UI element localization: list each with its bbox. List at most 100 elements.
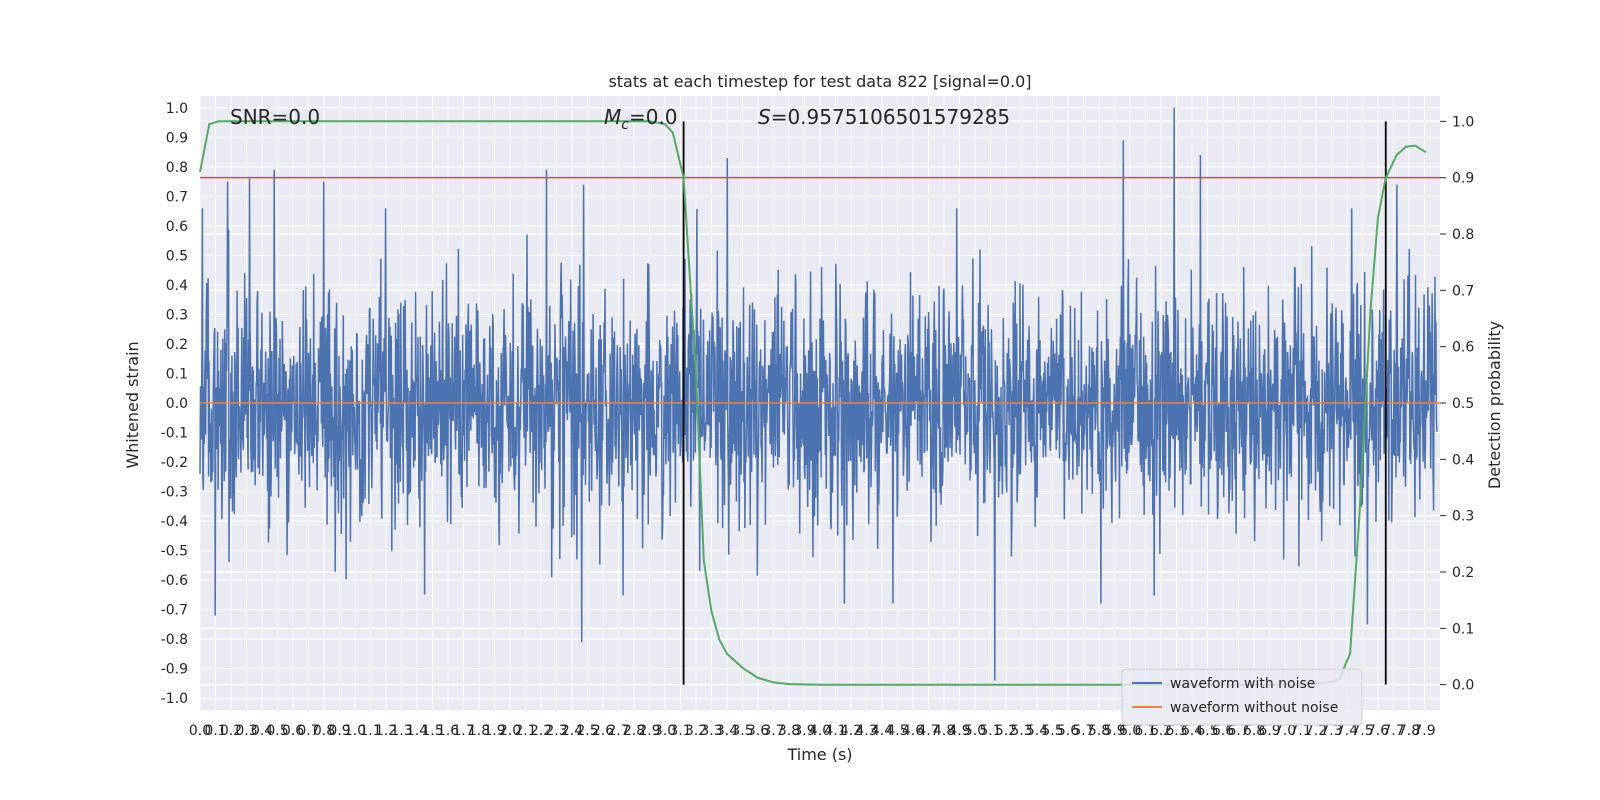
x-tick-label: 5.7 <box>1072 723 1094 739</box>
y2-tick-label: 0.0 <box>1452 678 1474 694</box>
y-tick-label: 0.4 <box>166 278 188 294</box>
y2-tick-label: 0.1 <box>1452 621 1474 637</box>
x-tick-label: 4.2 <box>840 723 862 739</box>
y-tick-label: 0.2 <box>166 337 188 353</box>
y-tick-label: -0.9 <box>161 662 188 678</box>
x-tick-label: 7.4 <box>1336 723 1358 739</box>
y-tick-label: 0.5 <box>166 248 188 264</box>
y-tick-label: -0.7 <box>161 603 188 619</box>
x-tick-label: 0.8 <box>313 723 335 739</box>
x-tick-label: 5.9 <box>1103 723 1125 739</box>
x-tick-label: 0.7 <box>297 723 319 739</box>
chart-title: stats at each timestep for test data 822… <box>608 72 1031 91</box>
x-tick-label: 2.2 <box>530 723 552 739</box>
score-symbol: S <box>758 105 771 129</box>
x-tick-label: 1.5 <box>421 723 443 739</box>
y2-axis-label: Detection probability <box>1485 321 1504 489</box>
x-tick-label: 2.8 <box>623 723 645 739</box>
x-tick-label: 3.5 <box>731 723 753 739</box>
x-tick-label: 3.4 <box>716 723 738 739</box>
x-tick-label: 7.2 <box>1305 723 1327 739</box>
x-tick-label: 0.1 <box>204 723 226 739</box>
legend-label-noise: waveform with noise <box>1170 676 1315 692</box>
x-tick-label: 6.6 <box>1212 723 1234 739</box>
x-tick-label: 2.9 <box>638 723 660 739</box>
x-tick-label: 1.2 <box>375 723 397 739</box>
x-tick-label: 7.8 <box>1398 723 1420 739</box>
y2-tick-label: 0.3 <box>1452 509 1474 525</box>
y-axis-label: Whitened strain <box>123 341 142 468</box>
x-tick-label: 5.3 <box>1010 723 1032 739</box>
x-tick-labels: 0.00.10.20.30.40.50.60.70.80.91.01.11.21… <box>189 723 1436 739</box>
x-tick-label: 1.9 <box>483 723 505 739</box>
y-tick-label: 0.7 <box>166 189 188 205</box>
x-tick-label: 4.4 <box>871 723 893 739</box>
x-tick-label: 4.6 <box>902 723 924 739</box>
x-tick-label: 4.1 <box>824 723 846 739</box>
chirp-mass-subscript: c <box>621 117 629 133</box>
y-tick-label: 1.0 <box>166 101 188 117</box>
x-tick-label: 4.3 <box>855 723 877 739</box>
chirp-mass-symbol: M <box>604 105 621 129</box>
y-tick-label: -0.8 <box>161 632 188 648</box>
x-tick-label: 1.6 <box>437 723 459 739</box>
x-tick-label: 0.5 <box>266 723 288 739</box>
y-tick-label: -0.3 <box>161 485 188 501</box>
x-tick-label: 7.1 <box>1289 723 1311 739</box>
y-tick-label: 0.1 <box>166 366 188 382</box>
x-tick-label: 7.7 <box>1382 723 1404 739</box>
x-tick-label: 3.9 <box>793 723 815 739</box>
x-tick-label: 5.1 <box>979 723 1001 739</box>
x-tick-label: 1.1 <box>359 723 381 739</box>
x-tick-label: 4.9 <box>948 723 970 739</box>
x-tick-label: 2.5 <box>576 723 598 739</box>
x-tick-label: 5.0 <box>964 723 986 739</box>
chirp-mass-value: =0.0 <box>629 105 678 129</box>
y-tick-label: -0.6 <box>161 573 188 589</box>
x-tick-label: 4.8 <box>933 723 955 739</box>
x-tick-label: 4.5 <box>886 723 908 739</box>
y2-tick-label: 0.6 <box>1452 340 1474 356</box>
x-tick-label: 5.4 <box>1026 723 1048 739</box>
y2-tick-labels: 1.0 0.9 0.8 0.7 0.6 0.5 0.4 0.3 0.2 0.1 0.0 <box>1440 114 1474 694</box>
chirp-mass-annotation: Mc=0.0 <box>604 105 678 133</box>
x-tick-label: 2.3 <box>545 723 567 739</box>
x-tick-label: 1.8 <box>468 723 490 739</box>
x-tick-label: 6.9 <box>1258 723 1280 739</box>
y-tick-labels: 1.0 0.9 0.8 0.7 0.6 0.5 0.4 0.3 0.2 0.1 0.0 -0.1 -0.… <box>161 101 188 707</box>
y-tick-label: 0.6 <box>166 219 188 235</box>
snr-annotation: SNR=0.0 <box>230 105 320 129</box>
y-tick-label: 0.8 <box>166 160 188 176</box>
y-tick-label: -0.2 <box>161 455 188 471</box>
y2-tick-label: 0.9 <box>1452 171 1474 187</box>
y2-tick-label: 0.4 <box>1452 452 1474 468</box>
x-tick-label: 7.6 <box>1367 723 1389 739</box>
x-tick-label: 1.0 <box>344 723 366 739</box>
x-tick-label: 5.8 <box>1088 723 1110 739</box>
x-tick-label: 3.0 <box>654 723 676 739</box>
x-tick-label: 7.3 <box>1320 723 1342 739</box>
x-tick-label: 2.4 <box>561 723 583 739</box>
y-tick-label: 0.3 <box>166 307 188 323</box>
x-tick-label: 3.2 <box>685 723 707 739</box>
x-tick-label: 5.6 <box>1057 723 1079 739</box>
x-tick-label: 4.0 <box>809 723 831 739</box>
x-tick-label: 7.0 <box>1274 723 1296 739</box>
legend-label-clean: waveform without noise <box>1170 700 1338 716</box>
score-annotation: S=0.9575106501579285 <box>758 105 1010 129</box>
x-tick-label: 0.0 <box>189 723 211 739</box>
y-tick-label: -0.1 <box>161 426 188 442</box>
y2-tick-label: 0.7 <box>1452 283 1474 299</box>
x-tick-label: 0.2 <box>220 723 242 739</box>
x-tick-label: 6.5 <box>1196 723 1218 739</box>
x-tick-label: 6.4 <box>1181 723 1203 739</box>
x-tick-label: 0.9 <box>328 723 350 739</box>
y2-tick-label: 0.8 <box>1452 227 1474 243</box>
x-tick-label: 0.3 <box>235 723 257 739</box>
x-axis-label: Time (s) <box>786 745 852 764</box>
x-tick-label: 6.1 <box>1134 723 1156 739</box>
x-tick-label: 3.6 <box>747 723 769 739</box>
x-tick-label: 5.5 <box>1041 723 1063 739</box>
y-tick-label: -1.0 <box>161 691 188 707</box>
y2-tick-label: 0.5 <box>1452 396 1474 412</box>
